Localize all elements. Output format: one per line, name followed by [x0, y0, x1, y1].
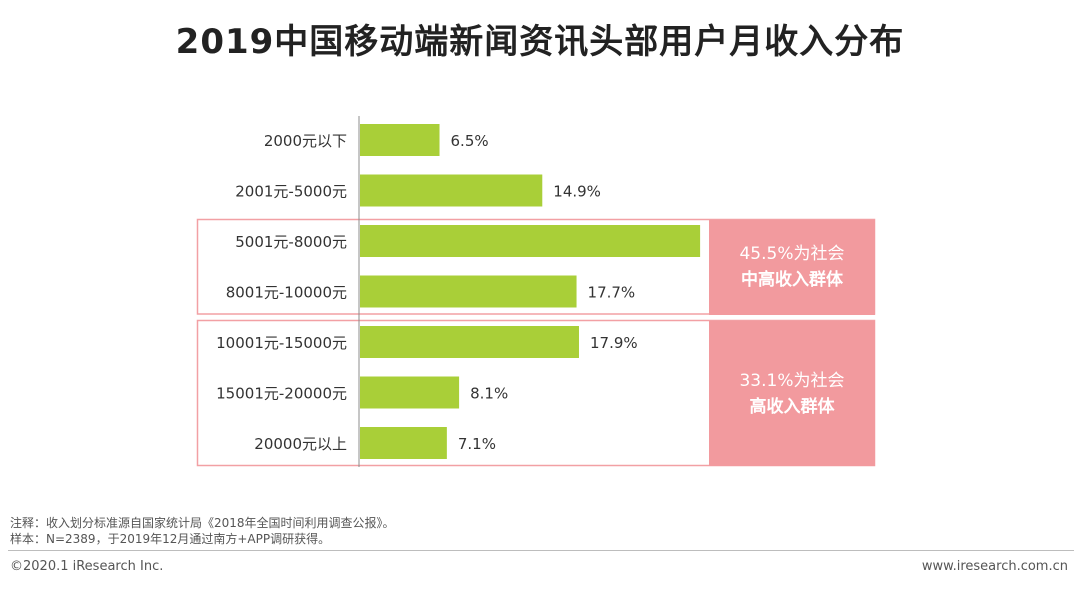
category-label: 10001元-15000元: [216, 334, 347, 352]
value-label: 17.7%: [588, 284, 636, 302]
footer-website: www.iresearch.com.cn: [921, 559, 1068, 574]
note-line-1: 注释：收入划分标准源自国家统计局《2018年全国时间利用调查公报》。: [10, 516, 395, 530]
bar: [360, 326, 579, 358]
callout-line1: 45.5%为社会: [739, 244, 845, 265]
callout-high-income: 33.1%为社会 高收入群体: [709, 321, 875, 466]
value-label: 7.1%: [458, 435, 496, 453]
value-label: 6.5%: [451, 132, 489, 150]
value-label: 8.1%: [470, 385, 508, 403]
bar: [360, 174, 543, 207]
callout-middle-high-income: 45.5%为社会 中高收入群体: [709, 220, 875, 315]
bar: [360, 124, 440, 156]
bar: [360, 427, 447, 459]
chart-title: 2019中国移动端新闻资讯头部用户月收入分布: [175, 22, 905, 62]
note-line-2: 样本：N=2389，于2019年12月通过南方+APP调研获得。: [10, 532, 331, 546]
category-label: 2001元-5000元: [235, 183, 347, 201]
callout-line1: 33.1%为社会: [739, 370, 845, 391]
bar: [360, 275, 577, 308]
footer-divider: [8, 550, 1074, 551]
bar: [360, 225, 701, 257]
bar: [360, 376, 460, 409]
footer-copyright: ©2020.1 iResearch Inc.: [10, 559, 164, 574]
value-label: 17.9%: [590, 334, 638, 352]
callout-line2: 中高收入群体: [741, 270, 843, 291]
category-label: 5001元-8000元: [235, 233, 347, 251]
category-label: 20000元以上: [254, 435, 347, 453]
value-label: 14.9%: [553, 183, 601, 201]
category-label: 8001元-10000元: [226, 284, 347, 302]
category-label: 15001元-20000元: [216, 385, 347, 403]
category-label: 2000元以下: [264, 132, 347, 150]
callout-line2: 高收入群体: [749, 396, 835, 417]
